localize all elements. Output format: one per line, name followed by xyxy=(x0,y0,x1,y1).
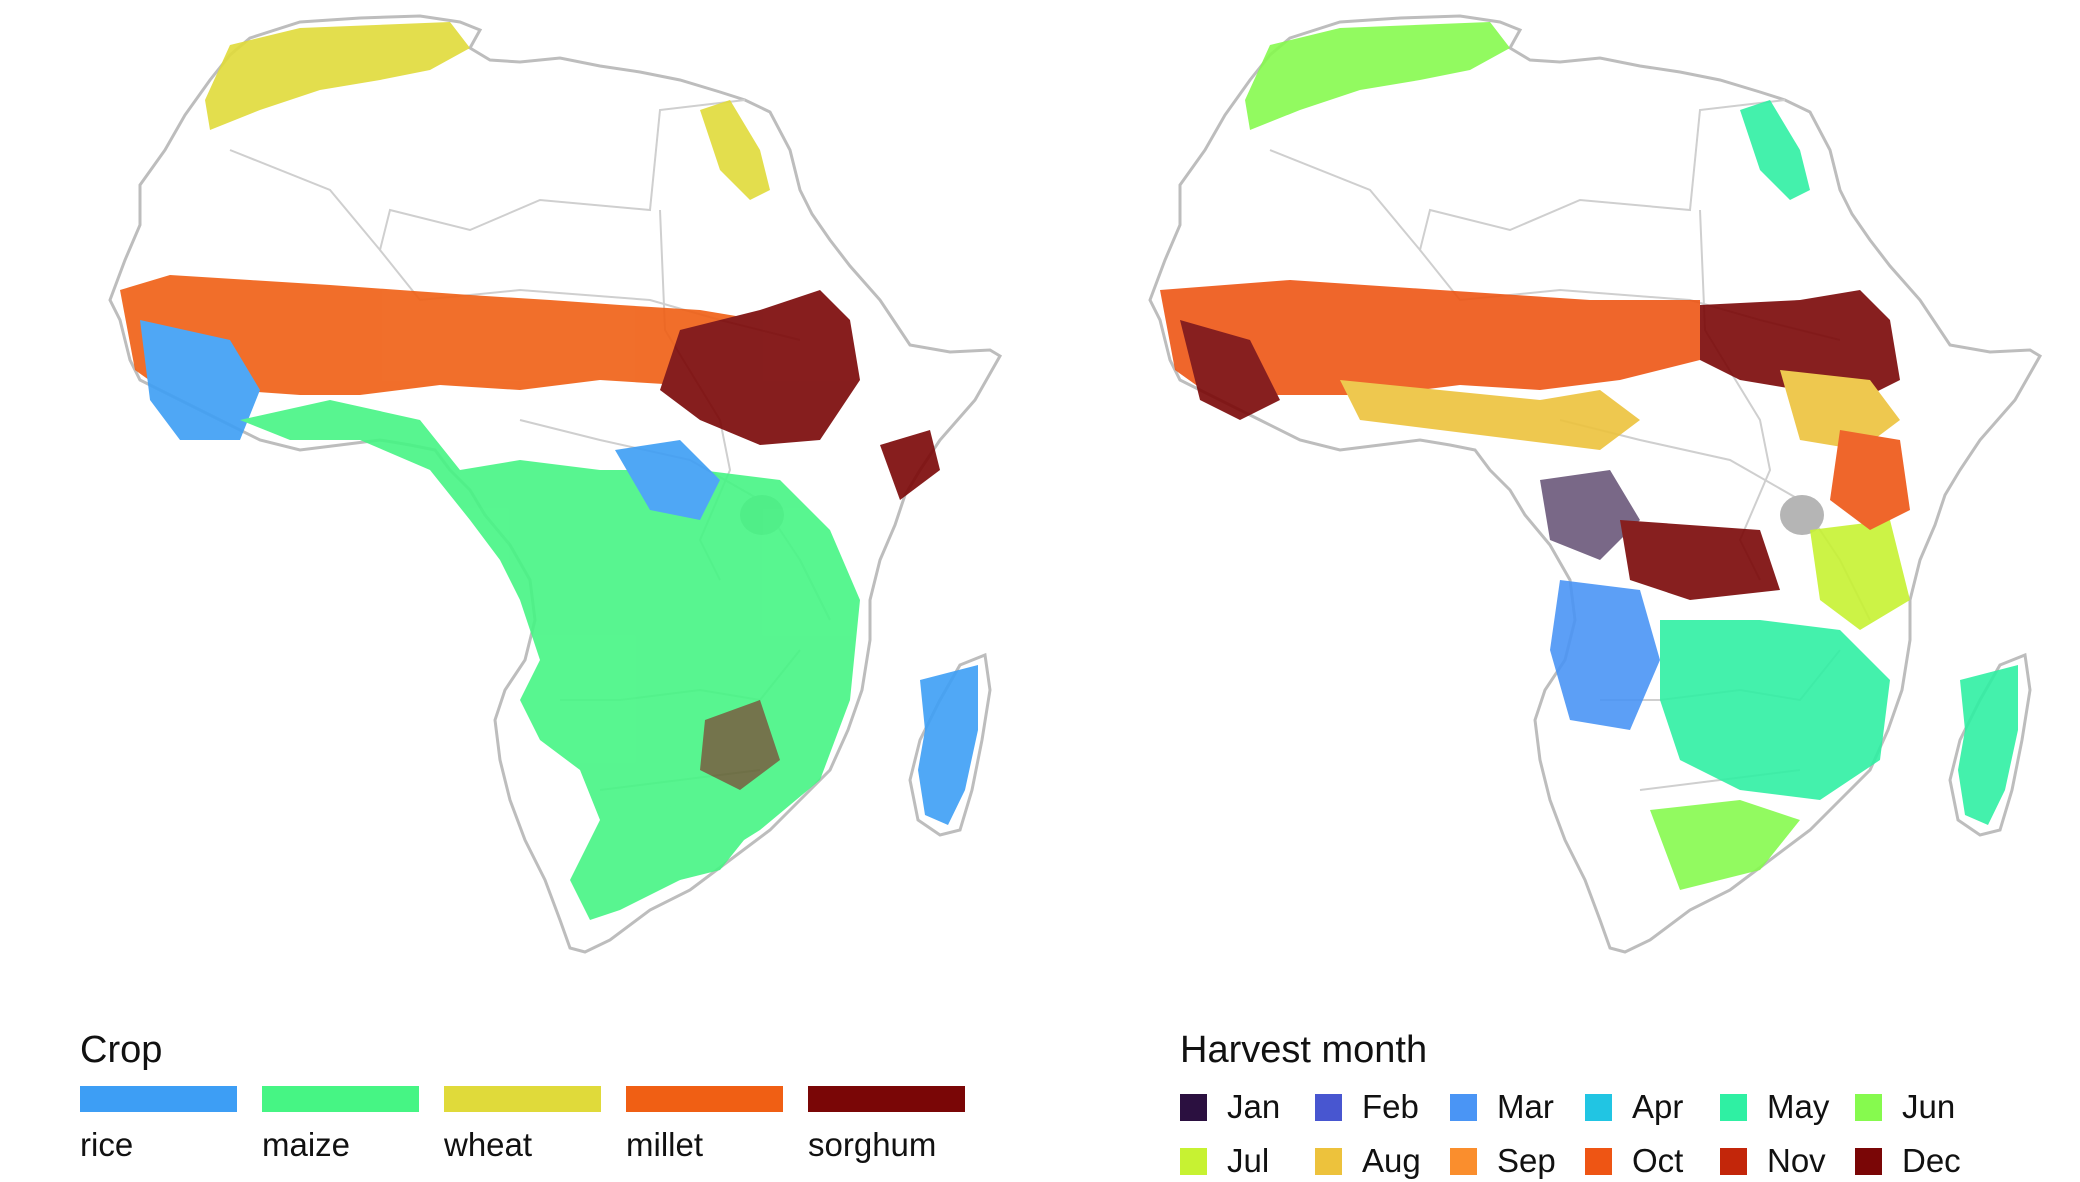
month-legend-item-oct: Oct xyxy=(1585,1140,1720,1182)
crop-legend-title: Crop xyxy=(80,1029,163,1071)
harvest-month-map-panel xyxy=(1040,0,2080,990)
maize-region-south-africa xyxy=(610,800,760,890)
month-swatch-jan xyxy=(1180,1093,1207,1121)
crop-swatch-wheat xyxy=(444,1086,601,1112)
harvest-month-legend: Harvest month Jan Feb Mar Apr May Jun Ju… xyxy=(1180,1028,2060,1179)
month-label-may: May xyxy=(1767,1088,1830,1125)
jan-region-congo xyxy=(1540,470,1640,560)
month-legend-item-may: May xyxy=(1720,1086,1855,1128)
maize-region-central-south xyxy=(240,400,860,920)
crop-map-panel xyxy=(0,0,1040,990)
month-swatch-aug xyxy=(1315,1147,1342,1175)
harvest-month-map xyxy=(1148,14,2042,954)
crop-swatch-sorghum xyxy=(808,1086,965,1112)
may-region-nile xyxy=(1740,100,1810,200)
month-swatch-feb xyxy=(1315,1093,1342,1121)
month-swatch-jul xyxy=(1180,1147,1207,1175)
month-label-dec: Dec xyxy=(1902,1142,1961,1179)
dec-region-sudan xyxy=(1700,290,1900,400)
harvest-regions xyxy=(1160,22,2018,890)
crop-legend: Crop rice maize wheat millet sorghum xyxy=(80,1028,980,1170)
month-legend-item-jan: Jan xyxy=(1180,1086,1315,1128)
month-label-jul: Jul xyxy=(1227,1142,1270,1179)
may-region-southern xyxy=(1660,620,1890,800)
month-label-apr: Apr xyxy=(1632,1088,1684,1125)
jun-region-south-africa xyxy=(1650,800,1800,890)
rice-region-congo xyxy=(615,440,720,520)
month-legend-item-apr: Apr xyxy=(1585,1086,1720,1128)
month-label-sep: Sep xyxy=(1497,1142,1556,1179)
crop-label-millet: millet xyxy=(626,1126,704,1163)
crop-swatch-maize xyxy=(262,1086,419,1112)
crop-swatch-rice xyxy=(80,1086,237,1112)
month-label-jun: Jun xyxy=(1902,1088,1956,1125)
month-label-aug: Aug xyxy=(1362,1142,1421,1179)
millet-region-sahel xyxy=(120,275,760,395)
may-region-madagascar xyxy=(1958,665,2018,825)
month-swatch-oct xyxy=(1585,1147,1612,1175)
month-swatch-nov xyxy=(1720,1147,1747,1175)
month-legend-item-dec: Dec xyxy=(1855,1140,1990,1182)
month-swatch-may xyxy=(1720,1093,1747,1121)
month-label-feb: Feb xyxy=(1362,1088,1419,1125)
month-legend-item-jul: Jul xyxy=(1180,1140,1315,1182)
oct-region-sahel xyxy=(1160,280,1700,395)
month-label-nov: Nov xyxy=(1767,1142,1826,1179)
jun-region-maghreb xyxy=(1245,22,1510,130)
crop-swatch-millet xyxy=(626,1086,783,1112)
harvest-month-legend-title: Harvest month xyxy=(1180,1029,1428,1071)
crop-legend-item-millet: millet xyxy=(626,1086,783,1164)
aug-region-west-africa xyxy=(1340,380,1640,450)
sorghum-region-sudan xyxy=(660,290,860,445)
crop-map xyxy=(108,14,1002,954)
crop-regions xyxy=(120,22,978,920)
jul-region-tanzania xyxy=(1810,520,1910,630)
crop-legend-items: rice maize wheat millet sorghum xyxy=(80,1086,980,1164)
crop-legend-item-maize: maize xyxy=(262,1086,419,1164)
crop-legend-item-rice: rice xyxy=(80,1086,237,1164)
sorghum-region-somalia xyxy=(880,430,940,500)
wheat-region-maghreb xyxy=(205,22,470,130)
sorghum-region-zimbabwe xyxy=(700,700,780,790)
month-swatch-mar xyxy=(1450,1093,1477,1121)
mar-region-angola xyxy=(1550,580,1660,730)
crop-legend-item-sorghum: sorghum xyxy=(808,1086,965,1164)
dec-region-guinea xyxy=(1180,320,1280,420)
month-swatch-sep xyxy=(1450,1147,1477,1175)
month-legend-item-aug: Aug xyxy=(1315,1140,1450,1182)
month-swatch-dec xyxy=(1855,1147,1882,1175)
month-label-oct: Oct xyxy=(1632,1142,1684,1179)
lake-victoria xyxy=(1780,495,1824,535)
rice-region-west-africa xyxy=(140,320,260,440)
month-swatch-apr xyxy=(1585,1093,1612,1121)
month-legend-item-nov: Nov xyxy=(1720,1140,1855,1182)
month-label-mar: Mar xyxy=(1497,1088,1554,1125)
crop-label-wheat: wheat xyxy=(444,1126,533,1163)
crop-label-rice: rice xyxy=(80,1126,134,1163)
wheat-region-nile xyxy=(700,100,770,200)
harvest-month-legend-items: Jan Feb Mar Apr May Jun Jul Aug Sep Oct … xyxy=(1180,1086,2060,1182)
rice-region-madagascar xyxy=(918,665,978,825)
oct-region-kenya xyxy=(1830,430,1910,530)
month-legend-item-sep: Sep xyxy=(1450,1140,1585,1182)
month-legend-item-mar: Mar xyxy=(1450,1086,1585,1128)
month-label-jan: Jan xyxy=(1227,1088,1281,1125)
month-legend-item-jun: Jun xyxy=(1855,1086,1990,1128)
month-swatch-jun xyxy=(1855,1093,1882,1121)
month-legend-item-feb: Feb xyxy=(1315,1086,1450,1128)
dec-region-central xyxy=(1620,520,1780,600)
crop-label-sorghum: sorghum xyxy=(808,1126,937,1163)
aug-region-east xyxy=(1780,370,1900,450)
crop-legend-item-wheat: wheat xyxy=(444,1086,601,1164)
crop-label-maize: maize xyxy=(262,1126,351,1163)
